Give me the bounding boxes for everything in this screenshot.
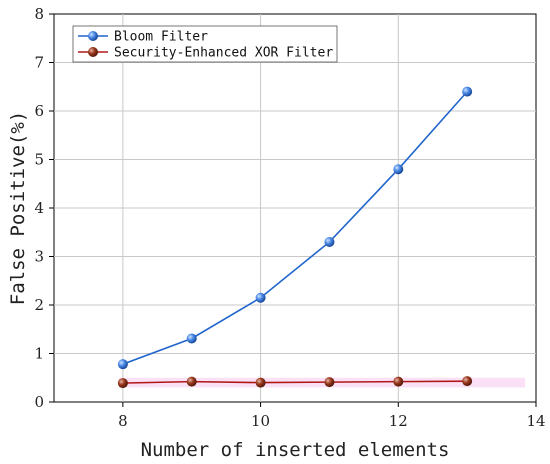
data-point bbox=[462, 376, 473, 387]
legend-box bbox=[72, 25, 338, 63]
data-point bbox=[186, 376, 197, 387]
y-axis: 0 1 2 3 4 5 6 7 8 bbox=[34, 5, 54, 411]
data-point bbox=[393, 376, 404, 387]
data-point bbox=[186, 333, 197, 344]
y-tick-label: 0 bbox=[34, 393, 44, 411]
series-group bbox=[117, 86, 473, 389]
data-point bbox=[462, 86, 473, 97]
data-point bbox=[324, 377, 335, 388]
legend-marker bbox=[88, 31, 98, 41]
x-axis: 8 10 12 14 bbox=[118, 402, 546, 430]
series-line-2 bbox=[122, 380, 468, 384]
data-point bbox=[117, 359, 128, 370]
legend-label: Bloom Filter bbox=[114, 30, 208, 45]
y-tick-label: 2 bbox=[34, 296, 44, 314]
y-tick-label: 3 bbox=[34, 248, 44, 266]
y-tick-label: 6 bbox=[34, 102, 44, 120]
y-tick-label: 5 bbox=[34, 151, 44, 169]
x-tick-label: 10 bbox=[251, 412, 270, 430]
y-tick-label: 4 bbox=[34, 199, 44, 217]
data-point bbox=[255, 377, 266, 388]
x-tick-label: 8 bbox=[118, 412, 128, 430]
data-point bbox=[255, 292, 266, 303]
data-point bbox=[324, 236, 335, 247]
grid-lines bbox=[54, 14, 536, 402]
x-tick-label: 14 bbox=[526, 412, 545, 430]
legend-marker bbox=[88, 47, 98, 57]
data-point bbox=[393, 164, 404, 175]
x-tick-label: 12 bbox=[389, 412, 408, 430]
data-point bbox=[117, 378, 128, 389]
series-line-1 bbox=[122, 91, 468, 365]
y-tick-label: 8 bbox=[34, 5, 44, 23]
y-tick-label: 1 bbox=[34, 345, 44, 363]
legend-label: Security-Enhanced XOR Filter bbox=[114, 46, 333, 61]
x-axis-title: Number of inserted elements bbox=[141, 439, 450, 461]
y-tick-label: 7 bbox=[34, 54, 44, 72]
y-axis-title: False Positive(%) bbox=[7, 111, 29, 305]
